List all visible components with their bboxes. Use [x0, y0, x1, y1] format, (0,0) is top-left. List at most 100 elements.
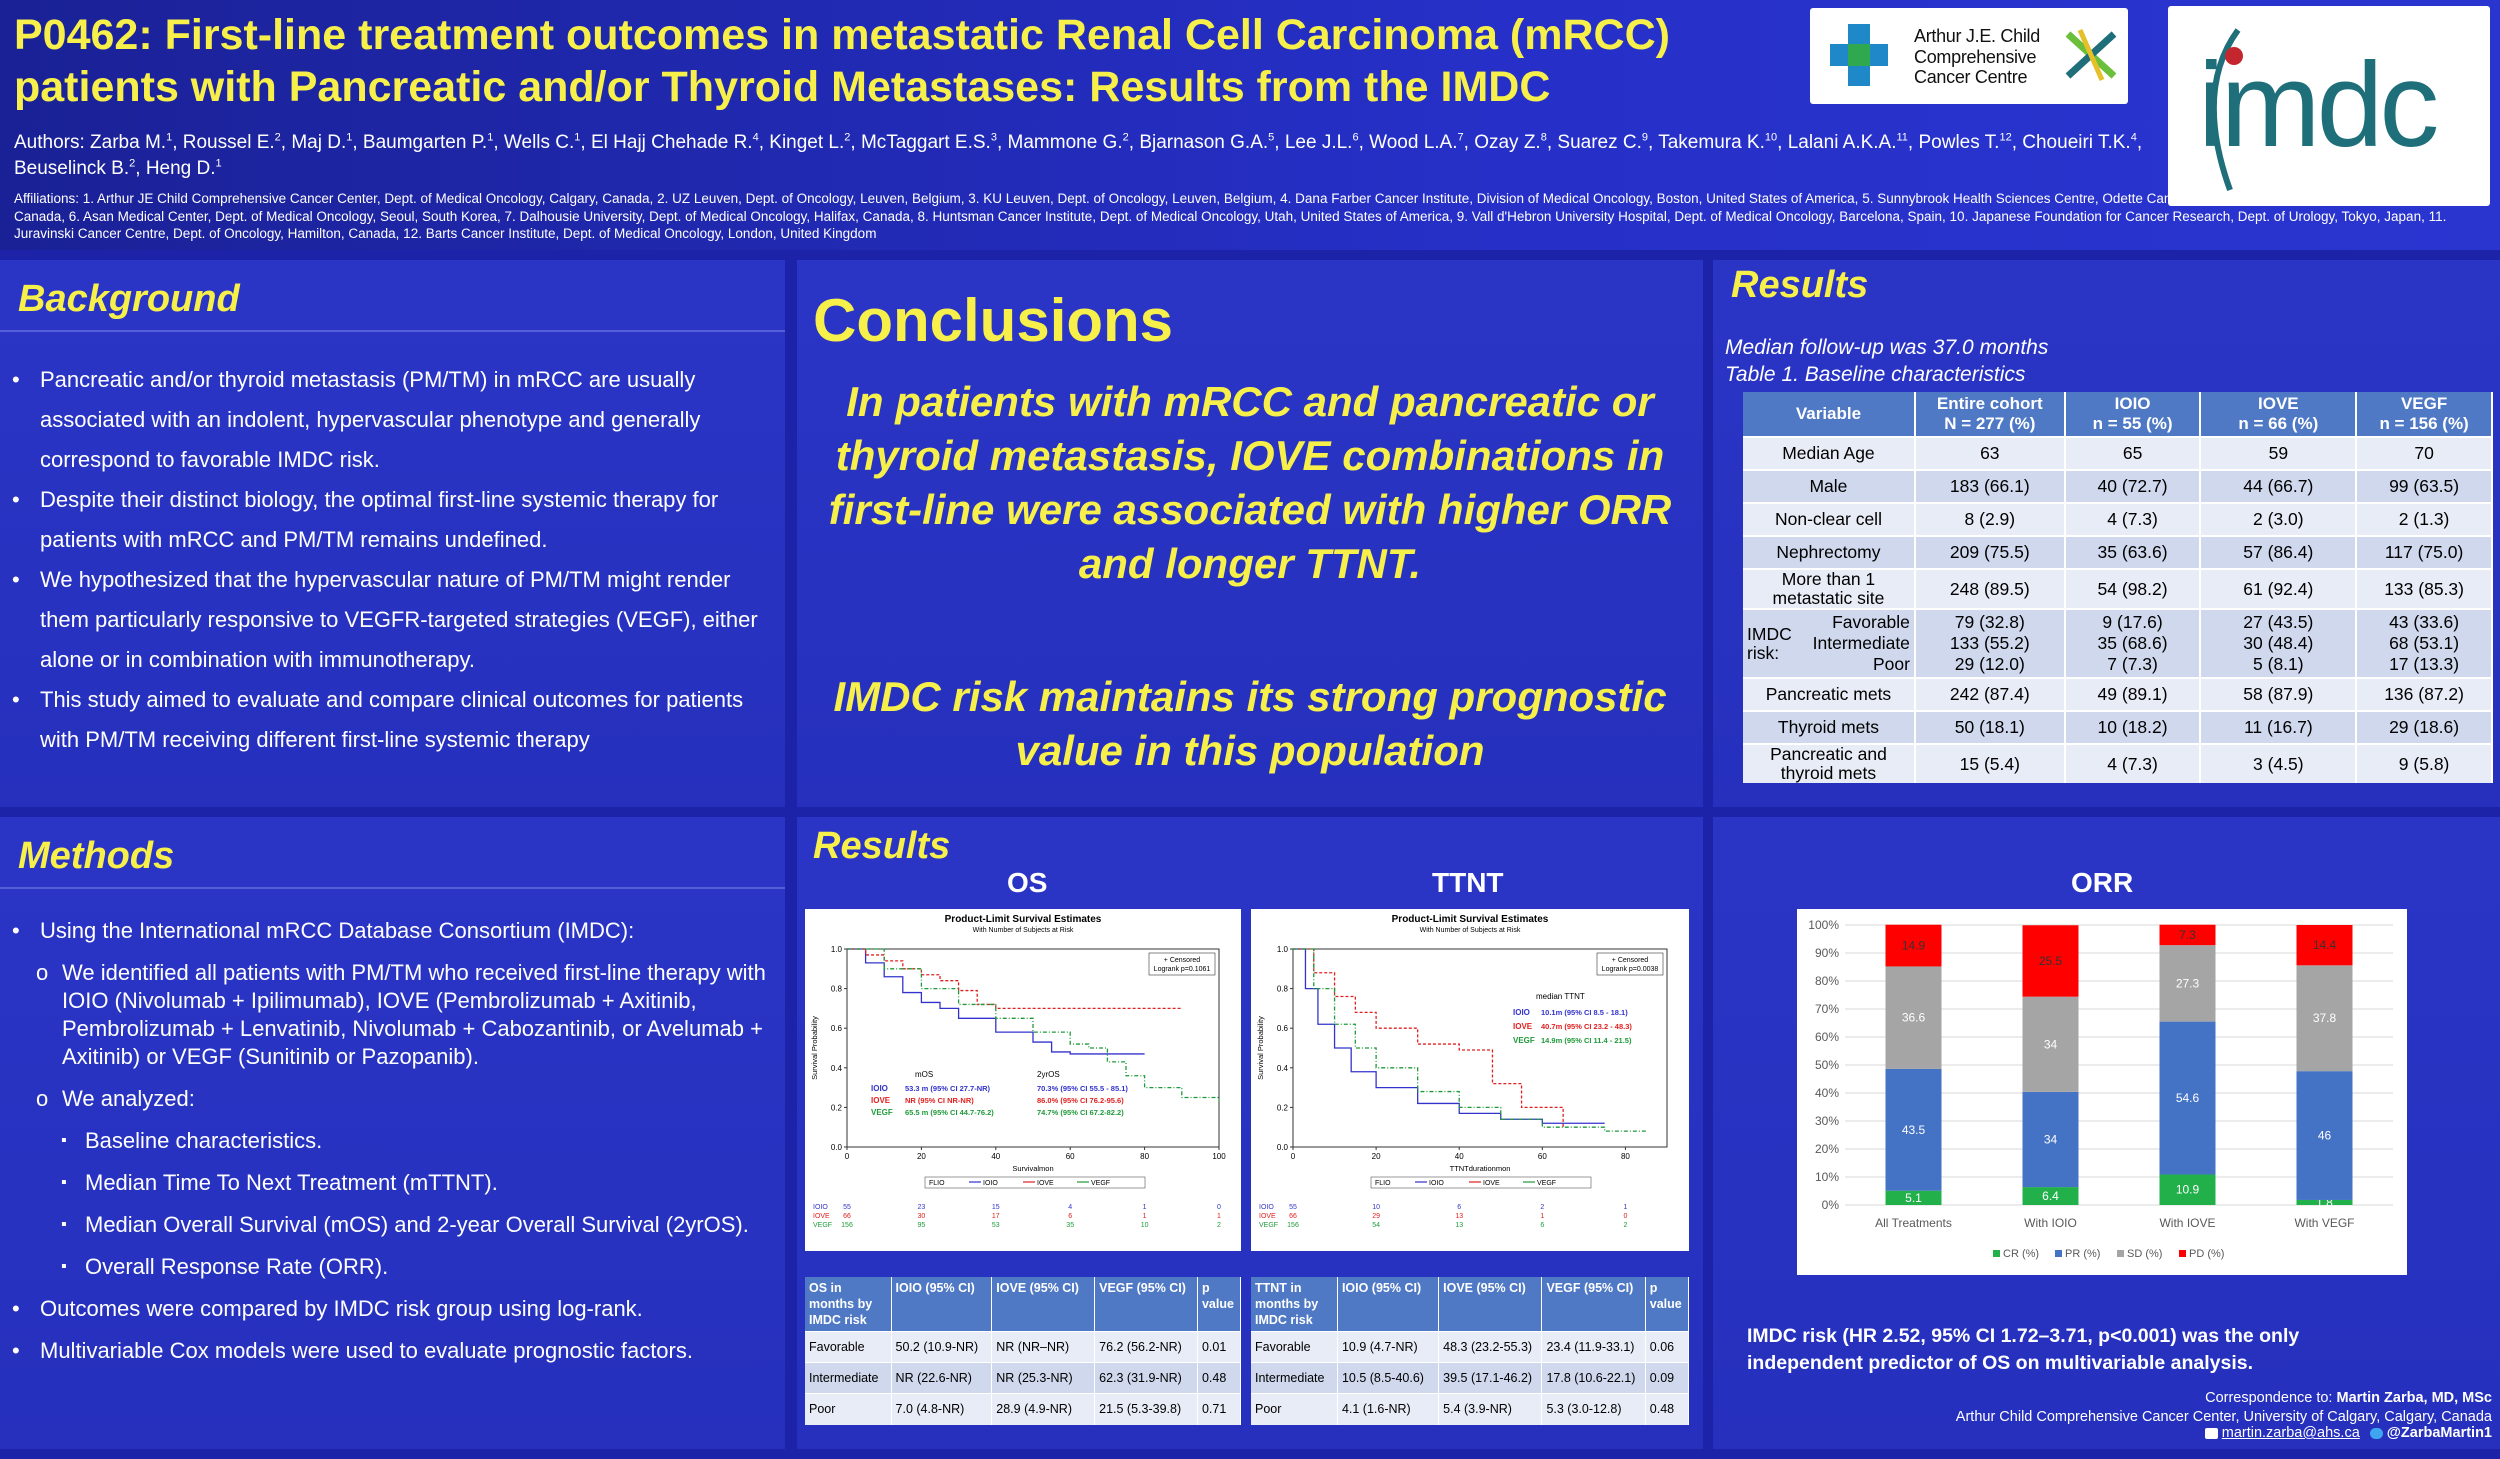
risk-count: 0: [1623, 1213, 1627, 1220]
table-cell: 133 (85.3): [2356, 568, 2493, 609]
km-annot-arm: VEGF: [1513, 1036, 1535, 1045]
orr-bar-segment: [2296, 1071, 2353, 1200]
author: Wells C.1: [503, 131, 581, 153]
table-cell: Nephrectomy: [1743, 535, 1916, 569]
km-ytick-label: 0.6: [1277, 1024, 1289, 1033]
table-header-cell: Entire cohort N = 277 (%): [1914, 392, 2066, 437]
author: Kinget L.2: [769, 131, 851, 153]
orr-ytick-label: 40%: [1815, 1086, 1839, 1100]
methods-item: • Using the International mRCC Database C…: [12, 917, 780, 945]
table-cell: 8 (2.9): [1914, 502, 2066, 536]
table-cell: 117 (75.0): [2356, 535, 2493, 569]
table-cell: Intermediate: [805, 1362, 892, 1394]
results-survival-panel: Results OS TTNT Product-Limit Survival E…: [797, 817, 1703, 1449]
orr-data-label: 27.3: [2176, 976, 2200, 990]
km-xtick-label: 20: [1372, 1152, 1381, 1161]
methods-item: • Outcomes were compared by IMDC risk gro…: [12, 1295, 780, 1323]
table-cell: 0.48: [1645, 1393, 1690, 1425]
risk-count: 55: [843, 1204, 851, 1211]
author: El Hajj Chehade R.4: [590, 131, 759, 153]
km-annot-median: 65.5 m (95% CI 44.7-76.2): [905, 1108, 994, 1117]
table-row: Poor 4.1 (1.6-NR) 5.4 (3.9-NR) 5.3 (3.0-12.…: [1251, 1393, 1690, 1425]
orr-bar-segment: [2022, 1187, 2079, 1205]
orr-data-label: 5.1: [1905, 1191, 1922, 1205]
table-cell: 209 (75.5): [1914, 535, 2066, 569]
results-baseline-panel: Results Median follow-up was 37.0 months…: [1713, 260, 2500, 807]
ajec-logo: Arthur J.E. Child Comprehensive Cancer C…: [1810, 8, 2128, 104]
risk-count: 1: [1623, 1204, 1627, 1211]
table-cell: 10.9 (4.7-NR): [1337, 1331, 1440, 1363]
risk-arm-label: VEGF: [1259, 1222, 1278, 1229]
table-cell: Poor: [1251, 1393, 1338, 1425]
km-xtick-label: 60: [1538, 1152, 1547, 1161]
km-annot-2yr: 74.7% (95% CI 67.2-82.2): [1037, 1108, 1124, 1117]
km-title: Product-Limit Survival Estimates: [945, 914, 1102, 925]
methods-list: • Using the International mRCC Database C…: [12, 917, 780, 1379]
orr-data-label: 36.6: [1902, 1011, 1926, 1025]
risk-count: 13: [1455, 1222, 1463, 1229]
background-bullet: We hypothesized that the hypervascular n…: [12, 560, 760, 680]
table-cell: More than 1 metastatic site: [1743, 568, 1916, 609]
km-ylabel: Survival Probability: [810, 1016, 819, 1080]
km-xlabel: TTNTdurationmon: [1450, 1164, 1511, 1173]
bullet-marker: ▪: [61, 1174, 67, 1191]
table-caption: Table 1. Baseline characteristics: [1725, 363, 2026, 386]
author-affiliation-index: 4: [2130, 131, 2137, 144]
author: Bjarnason G.A.5: [1139, 131, 1275, 153]
authors-prefix: Authors:: [14, 132, 91, 153]
risk-count: 2: [1217, 1222, 1221, 1229]
bullet-marker: o: [36, 1086, 49, 1111]
orr-ytick-label: 100%: [1808, 918, 1839, 932]
orr-ytick-label: 0%: [1822, 1198, 1840, 1212]
km-curve-ioio: [847, 948, 1145, 1055]
results-heading: Results: [1731, 264, 1869, 306]
km-xtick-label: 40: [991, 1152, 1000, 1161]
conclusions-heading: Conclusions: [813, 287, 1174, 354]
km-annot-header: median TTNT: [1536, 992, 1585, 1001]
orr-legend-entry: SD (%): [2127, 1248, 2162, 1260]
orr-data-label: 54.6: [2176, 1091, 2200, 1105]
risk-count: 6: [1068, 1213, 1072, 1220]
orr-data-label: 25.5: [2039, 954, 2063, 968]
methods-item-text: Outcomes were compared by IMDC risk grou…: [40, 1296, 643, 1321]
table-cell: 63: [1914, 436, 2066, 470]
table-row: Pancreatic and thyroid mets 15 (5.4) 4 (7.…: [1743, 743, 2493, 783]
table-cell: Non-clear cell: [1743, 502, 1916, 536]
orr-ytick-label: 80%: [1815, 974, 1839, 988]
background-bullet: Pancreatic and/or thyroid metastasis (PM…: [12, 360, 760, 480]
imdc-logo: imdc: [2168, 6, 2490, 206]
orr-legend-swatch: [2179, 1250, 2186, 1257]
email-link[interactable]: martin.zarba@ahs.ca: [2221, 1425, 2360, 1441]
orr-ytick-label: 70%: [1815, 1002, 1839, 1016]
divider: [0, 330, 785, 332]
twitter-handle[interactable]: @ZarbaMartin1: [2386, 1425, 2492, 1441]
table-row: Poor 7.0 (4.8-NR) 28.9 (4.9-NR) 21.5 (5.3-3…: [805, 1393, 1242, 1425]
table-cell: 76.2 (56.2-NR): [1094, 1331, 1198, 1363]
orr-category-label: With IOIO: [2024, 1216, 2077, 1230]
methods-item-text: Using the International mRCC Database Co…: [40, 918, 635, 943]
table-cell: 0.09: [1645, 1362, 1690, 1394]
km-ytick-label: 0.2: [831, 1103, 843, 1112]
table-row: Median Age 63 65 59 70: [1743, 436, 2493, 470]
risk-arm-label: IOVE: [1259, 1213, 1276, 1220]
correspondent-institution: Arthur Child Comprehensive Cancer Center…: [1955, 1409, 2492, 1425]
orr-bar-segment: [2022, 996, 2079, 1092]
km-annot-arm: VEGF: [871, 1108, 893, 1117]
orr-legend-entry: PR (%): [2065, 1248, 2100, 1260]
table-cell: 70: [2356, 436, 2493, 470]
orr-bar-segment: [2159, 924, 2216, 946]
orr-bar-segment: [2159, 1174, 2216, 1205]
table-cell: 27 (43.5) 30 (48.4) 5 (8.1): [2200, 608, 2358, 678]
affiliations: Affiliations: 1. Arthur JE Child Compreh…: [14, 191, 2456, 242]
orr-legend-swatch: [2117, 1250, 2124, 1257]
km-censor-label: + Censored: [1164, 957, 1200, 964]
table-cell: 0.01: [1197, 1331, 1242, 1363]
orr-panel: ORR 0% 10% 20% 30% 40% 50% 60% 70% 80% 90% 100% 5.1…: [1713, 817, 2500, 1449]
author-list: Authors: Zarba M.1, Roussel E.2, Maj D.1…: [14, 130, 2144, 182]
orr-data-label: 14.4: [2313, 938, 2337, 952]
author: Lee J.L.6: [1284, 131, 1359, 153]
table-header-row: Variable Entire cohort N = 277 (%) IOIO n …: [1743, 392, 2493, 437]
risk-arm-label: IOVE: [813, 1213, 830, 1220]
table-cell: 17.8 (10.6-22.1): [1541, 1362, 1646, 1394]
risk-count: 10: [1141, 1222, 1149, 1229]
